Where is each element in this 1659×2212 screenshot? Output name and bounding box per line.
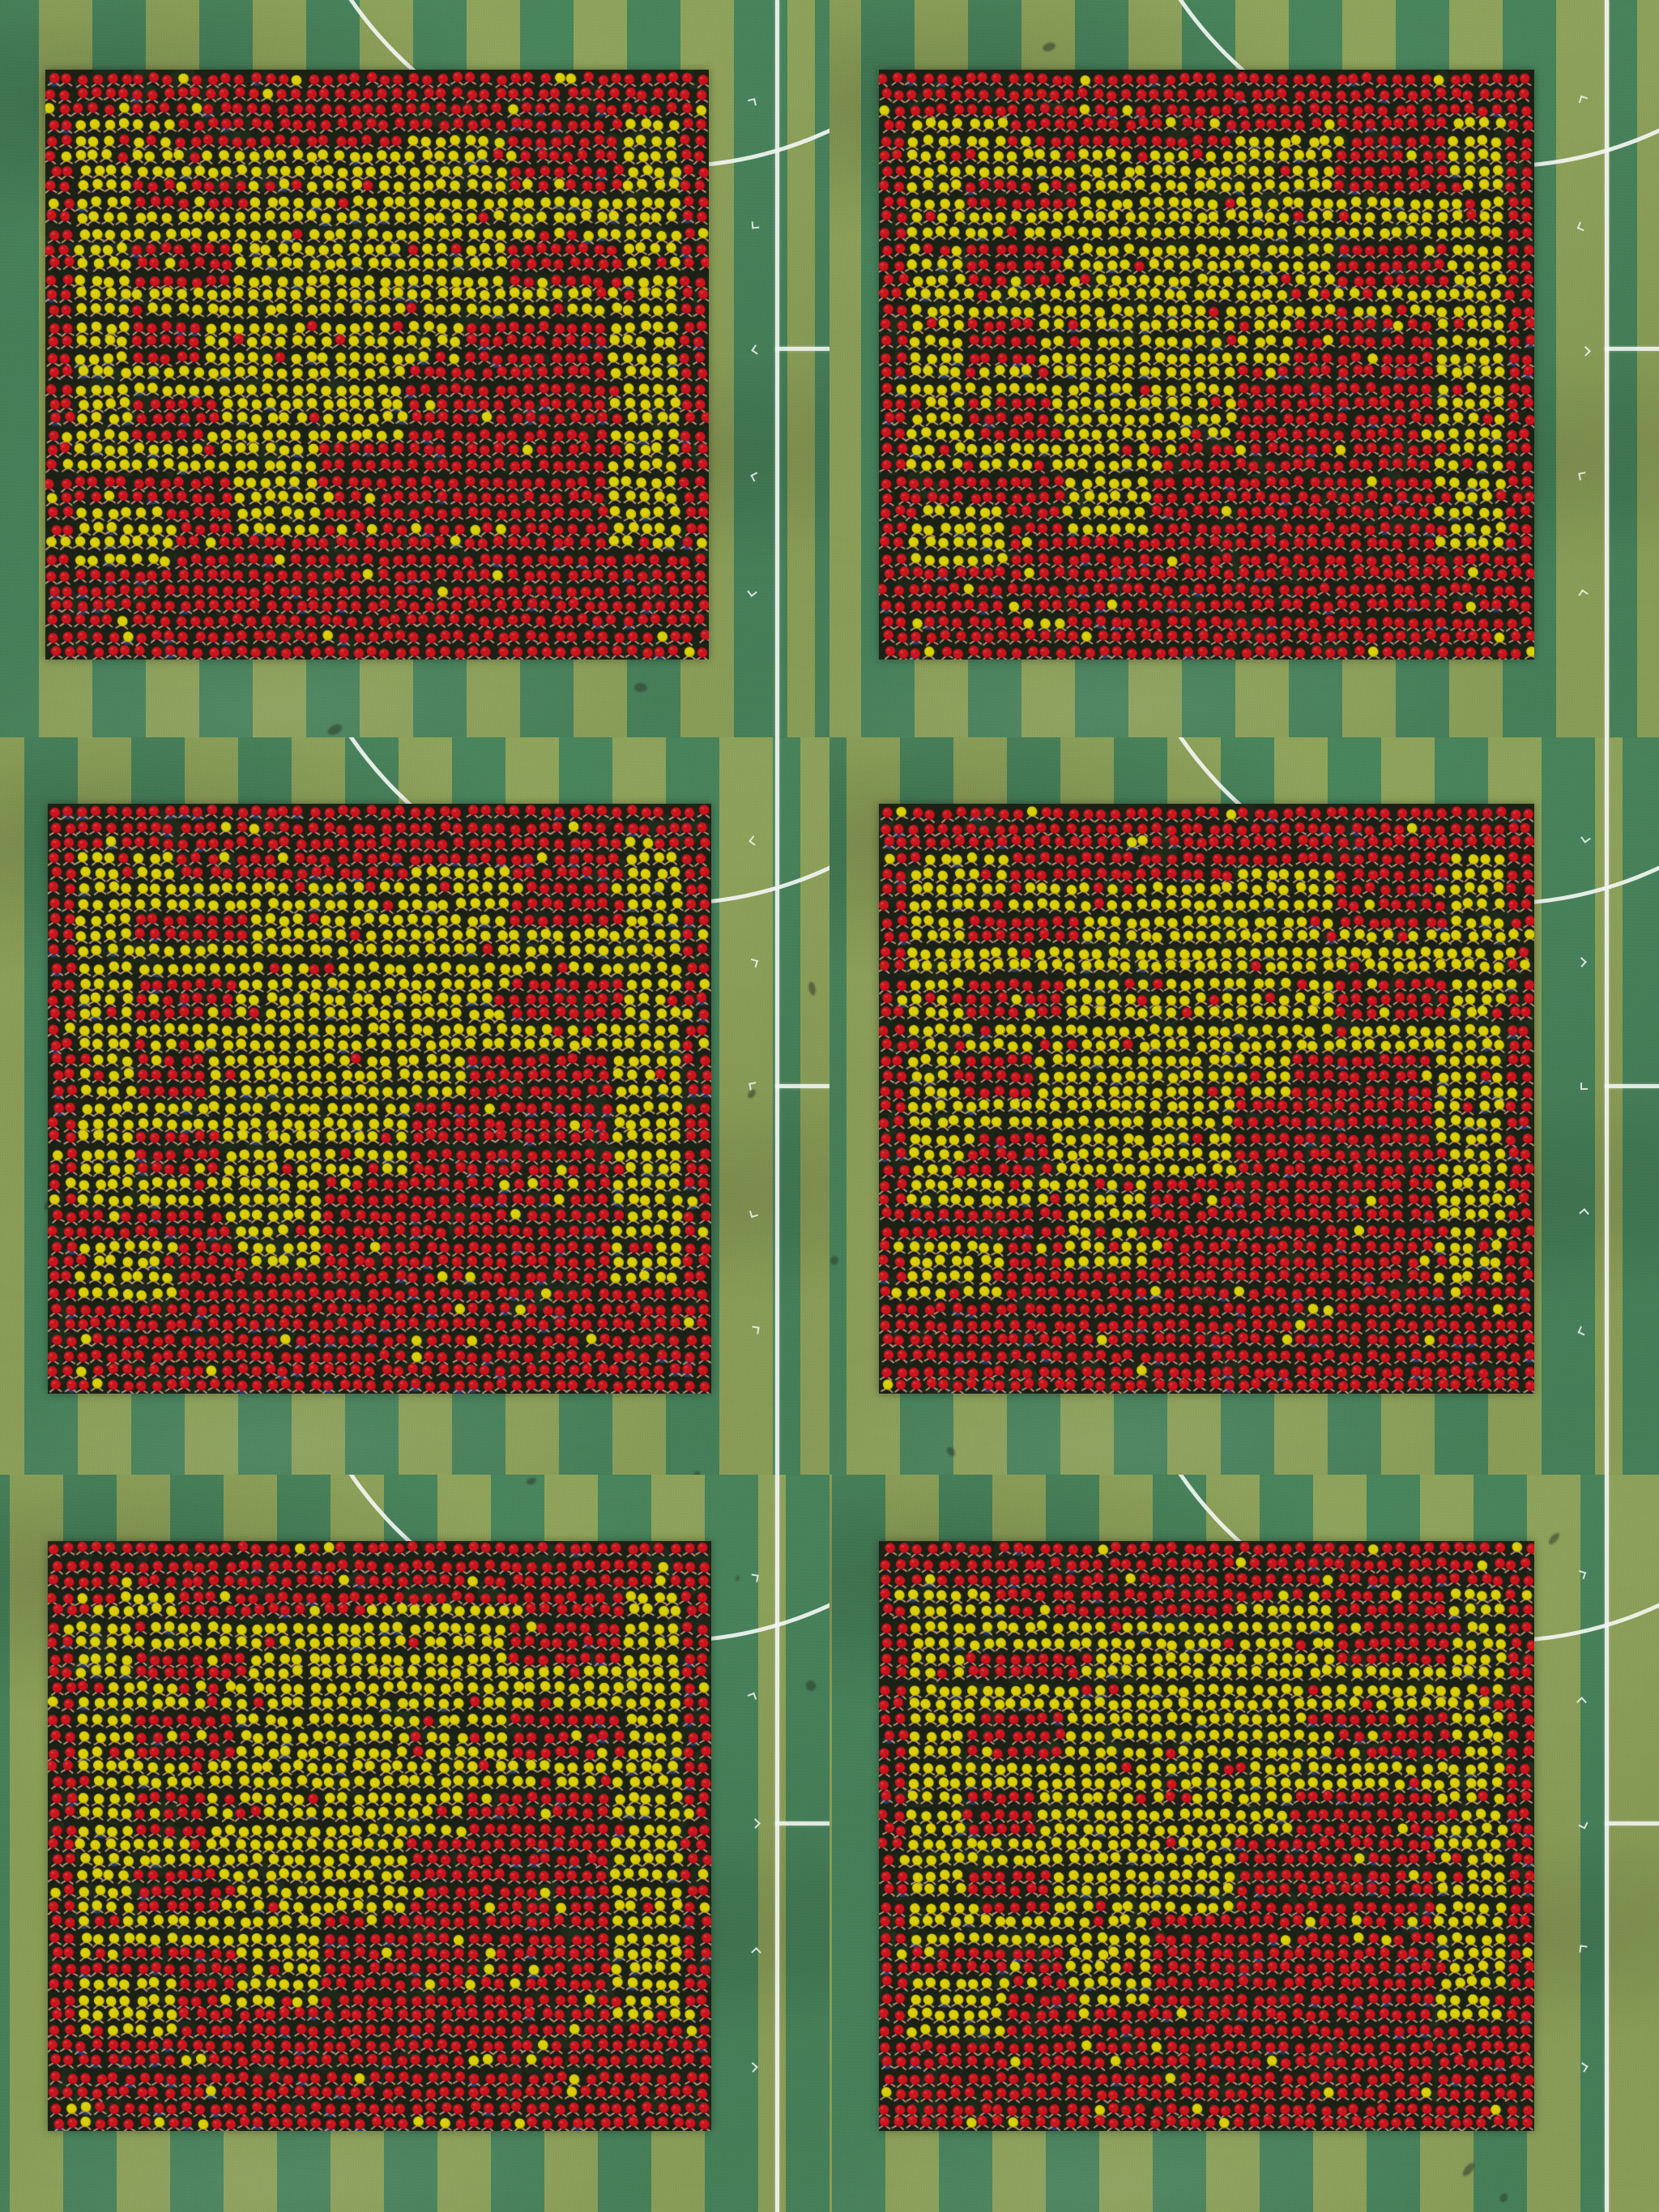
crowd-canvas [48,1541,711,2131]
crowd-mosaic [879,1541,1534,2131]
field-marker-tick [1580,1082,1589,1091]
pitch-sideline [1605,0,1609,737]
field-marker-tick [751,1326,760,1334]
crowd-canvas [45,70,709,660]
crowd-mosaic [48,1541,711,2131]
photo-panel-1 [0,0,830,737]
photo-panel-4 [830,737,1659,1475]
photo-panel-3 [0,737,830,1475]
pitch-sideline [775,0,779,737]
field-marker-tick [1579,1945,1588,1954]
pitch-sideline [775,737,779,1475]
crowd-canvas [48,804,711,1394]
crowd-mosaic [45,70,709,660]
photo-panel-6 [830,1475,1659,2212]
pitch-crossline [1605,1821,1659,1826]
crowd-canvas [879,804,1534,1394]
field-marker-tick [1578,472,1587,480]
pitch-crossline [775,347,830,351]
field-marker-tick [750,1574,759,1582]
pitch-crossline [1605,347,1659,351]
field-marker-tick [751,220,760,229]
crowd-mosaic [48,804,711,1394]
crowd-mosaic [879,804,1534,1394]
crowd-mosaic [879,70,1534,660]
crowd-canvas [879,70,1534,660]
pitch-crossline [775,1821,830,1826]
pitch-sideline [1605,737,1609,1475]
pitch-crossline [775,1084,830,1088]
photo-panel-2 [830,0,1659,737]
pitch-crossline [1605,1084,1659,1088]
pitch-sideline [1605,1475,1609,2212]
crowd-canvas [879,1541,1534,2131]
pitch-sideline [775,1475,779,2212]
photo-panel-5 [0,1475,830,2212]
